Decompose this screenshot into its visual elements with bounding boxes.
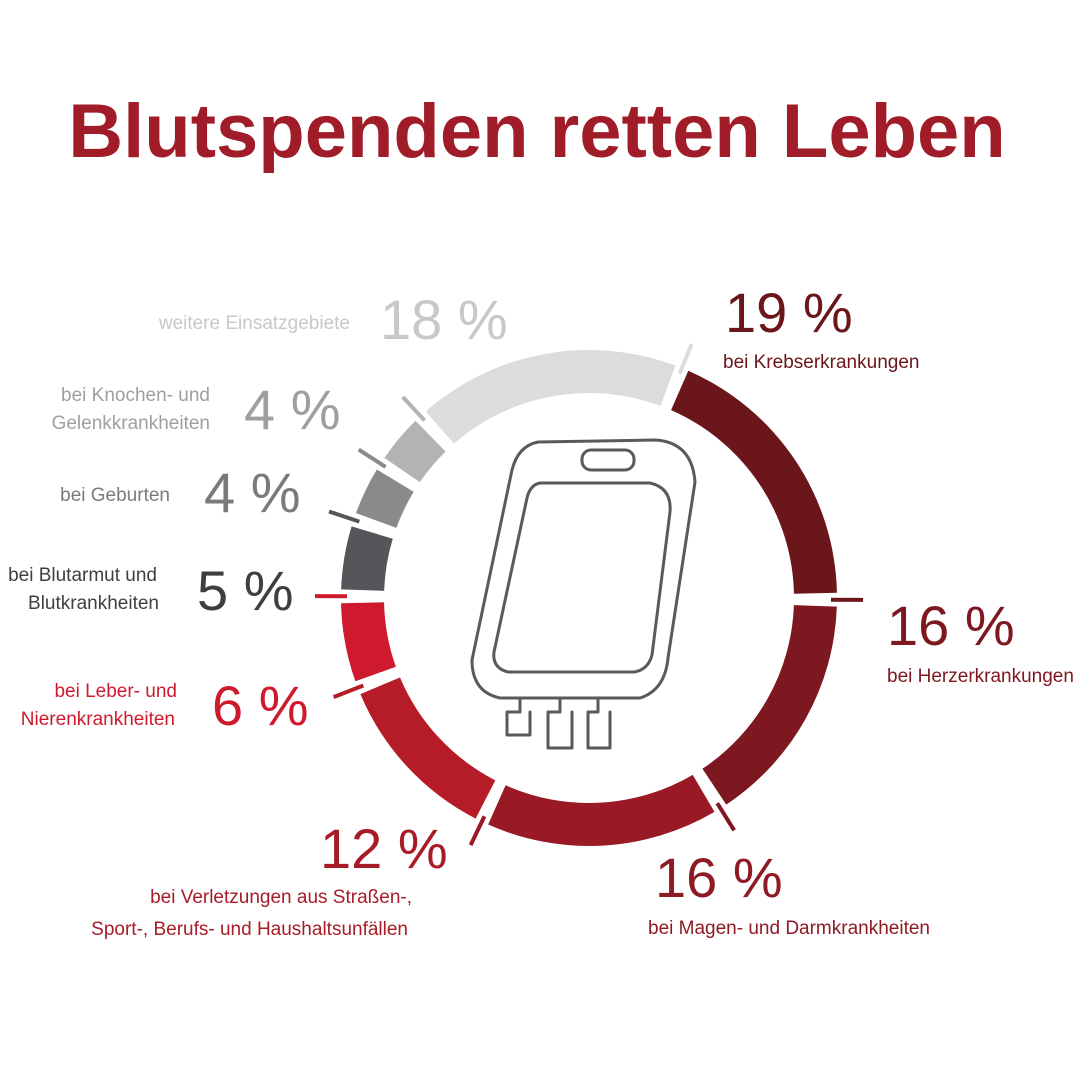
slice-category-label-6: Blutkrankheiten [28, 593, 159, 614]
slice-4 [360, 677, 496, 819]
slice-category-label-7: bei Geburten [60, 485, 170, 506]
slice-labels: 19 % bei Krebserkrankungen 16 % bei Herzerk… [8, 281, 1074, 940]
slice-value-label-3: 16 % [655, 846, 783, 909]
slice-tick-6 [328, 509, 361, 524]
slice-value-label-1: 19 % [725, 281, 853, 344]
slice-tick-2 [715, 802, 736, 832]
slice-7 [355, 469, 414, 528]
slice-category-label-5: bei Leber- und [54, 681, 177, 702]
slice-value-label-4: 12 % [320, 817, 448, 880]
slice-tick-8 [401, 395, 427, 422]
slice-5 [341, 602, 396, 682]
slice-category-label-1: bei Krebserkrankungen [723, 352, 919, 373]
slice-category-label-6: bei Blutarmut und [8, 565, 157, 586]
slice-8 [384, 420, 446, 483]
slice-value-label-2: 16 % [887, 594, 1015, 657]
slice-tick-7 [357, 447, 387, 469]
slice-value-label-7: 4 % [204, 461, 301, 524]
slice-category-label-4: Sport-, Berufs- und Haushaltsunfällen [91, 919, 408, 940]
slice-tick-3 [468, 815, 487, 846]
slice-3 [488, 774, 715, 846]
donut-slices [341, 349, 837, 846]
slice-category-label-9: weitere Einsatzgebiete [158, 313, 350, 334]
slice-9 [425, 349, 676, 444]
slice-value-label-6: 5 % [197, 559, 294, 622]
slice-tick-9 [677, 343, 694, 375]
chart-title: Blutspenden retten Leben [68, 89, 1005, 174]
blood-bag-icon [470, 438, 697, 750]
slice-category-label-2: bei Herzerkrankungen [887, 666, 1074, 687]
slice-category-label-5: Nierenkrankheiten [21, 709, 175, 730]
slice-category-label-3: bei Magen- und Darmkrankheiten [648, 918, 930, 939]
slice-ticks [314, 343, 864, 846]
slice-tick-4 [332, 683, 365, 699]
slice-1 [671, 370, 837, 594]
slice-value-label-8: 4 % [244, 378, 341, 441]
slice-category-label-8: bei Knochen- und [61, 385, 210, 406]
slice-2 [702, 605, 837, 805]
slice-6 [341, 526, 393, 591]
slice-category-label-4: bei Verletzungen aus Straßen-, [150, 887, 412, 908]
slice-value-label-9: 18 % [380, 288, 508, 351]
slice-category-label-8: Gelenkkrankheiten [52, 413, 210, 434]
slice-value-label-5: 6 % [212, 674, 309, 737]
